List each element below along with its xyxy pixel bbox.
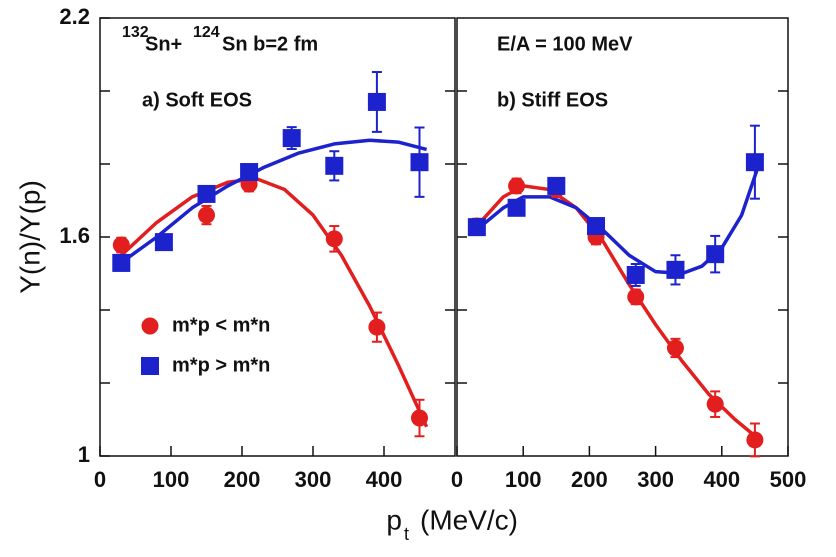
x-tick-label: 400 xyxy=(366,467,403,492)
data-point xyxy=(547,176,566,195)
data-point xyxy=(112,236,130,254)
legend-label: m*p > m*n xyxy=(172,354,270,376)
data-point xyxy=(507,198,526,217)
x-tick-label: 0 xyxy=(94,467,106,492)
x-tick-label: 100 xyxy=(505,467,542,492)
x-tick-label: 0 xyxy=(451,467,463,492)
data-point xyxy=(746,431,764,449)
data-point xyxy=(626,265,645,284)
legend-marker xyxy=(141,357,159,375)
data-point xyxy=(410,153,429,172)
annotation: 124 xyxy=(193,24,220,41)
data-point xyxy=(325,230,343,248)
panel-frame xyxy=(99,17,456,457)
data-point xyxy=(198,206,215,224)
x-tick-label: 300 xyxy=(295,467,332,492)
data-point xyxy=(706,395,724,413)
fit-curve xyxy=(120,138,428,264)
data-point xyxy=(325,156,344,175)
y-tick-label: 1 xyxy=(78,442,90,467)
data-point xyxy=(706,245,725,264)
data-point xyxy=(745,153,764,172)
data-point xyxy=(467,218,486,237)
data-point xyxy=(367,92,386,111)
data-point xyxy=(282,129,301,148)
data-point xyxy=(627,288,645,306)
panel-label: b) Stiff EOS xyxy=(497,89,608,111)
panel-label: a) Soft EOS xyxy=(142,89,252,111)
annotation: Sn+ xyxy=(145,33,182,55)
data-point xyxy=(666,339,684,357)
x-tick-label: 300 xyxy=(637,467,674,492)
y-tick-label: 1.6 xyxy=(59,223,90,248)
x-axis-label: t xyxy=(404,524,409,544)
annotation: E/A = 100 MeV xyxy=(497,33,633,55)
y-axis-label: Y(n)/Y(p) xyxy=(14,180,45,294)
x-tick-label: 200 xyxy=(571,467,608,492)
x-tick-label: 200 xyxy=(224,467,261,492)
x-tick-label: 500 xyxy=(770,467,807,492)
x-tick-label: 400 xyxy=(703,467,740,492)
data-point xyxy=(197,184,216,203)
panel-frame xyxy=(456,17,789,457)
annotation: 132 xyxy=(122,24,149,41)
data-point xyxy=(240,163,259,182)
data-point xyxy=(154,233,173,252)
y-tick-label: 2.2 xyxy=(59,4,90,29)
x-tick-label: 100 xyxy=(153,467,190,492)
data-point xyxy=(112,253,131,272)
data-point xyxy=(368,318,386,336)
legend-marker xyxy=(141,317,159,335)
legend-label: m*p < m*n xyxy=(172,314,270,336)
data-point xyxy=(587,217,606,236)
x-axis-label: p xyxy=(386,504,402,535)
data-point xyxy=(508,177,526,195)
fit-curve xyxy=(120,176,429,428)
annotation: Sn b=2 fm xyxy=(222,33,318,55)
x-axis-label: (MeV/c) xyxy=(420,504,518,535)
data-point xyxy=(666,260,685,279)
data-point xyxy=(411,409,428,427)
